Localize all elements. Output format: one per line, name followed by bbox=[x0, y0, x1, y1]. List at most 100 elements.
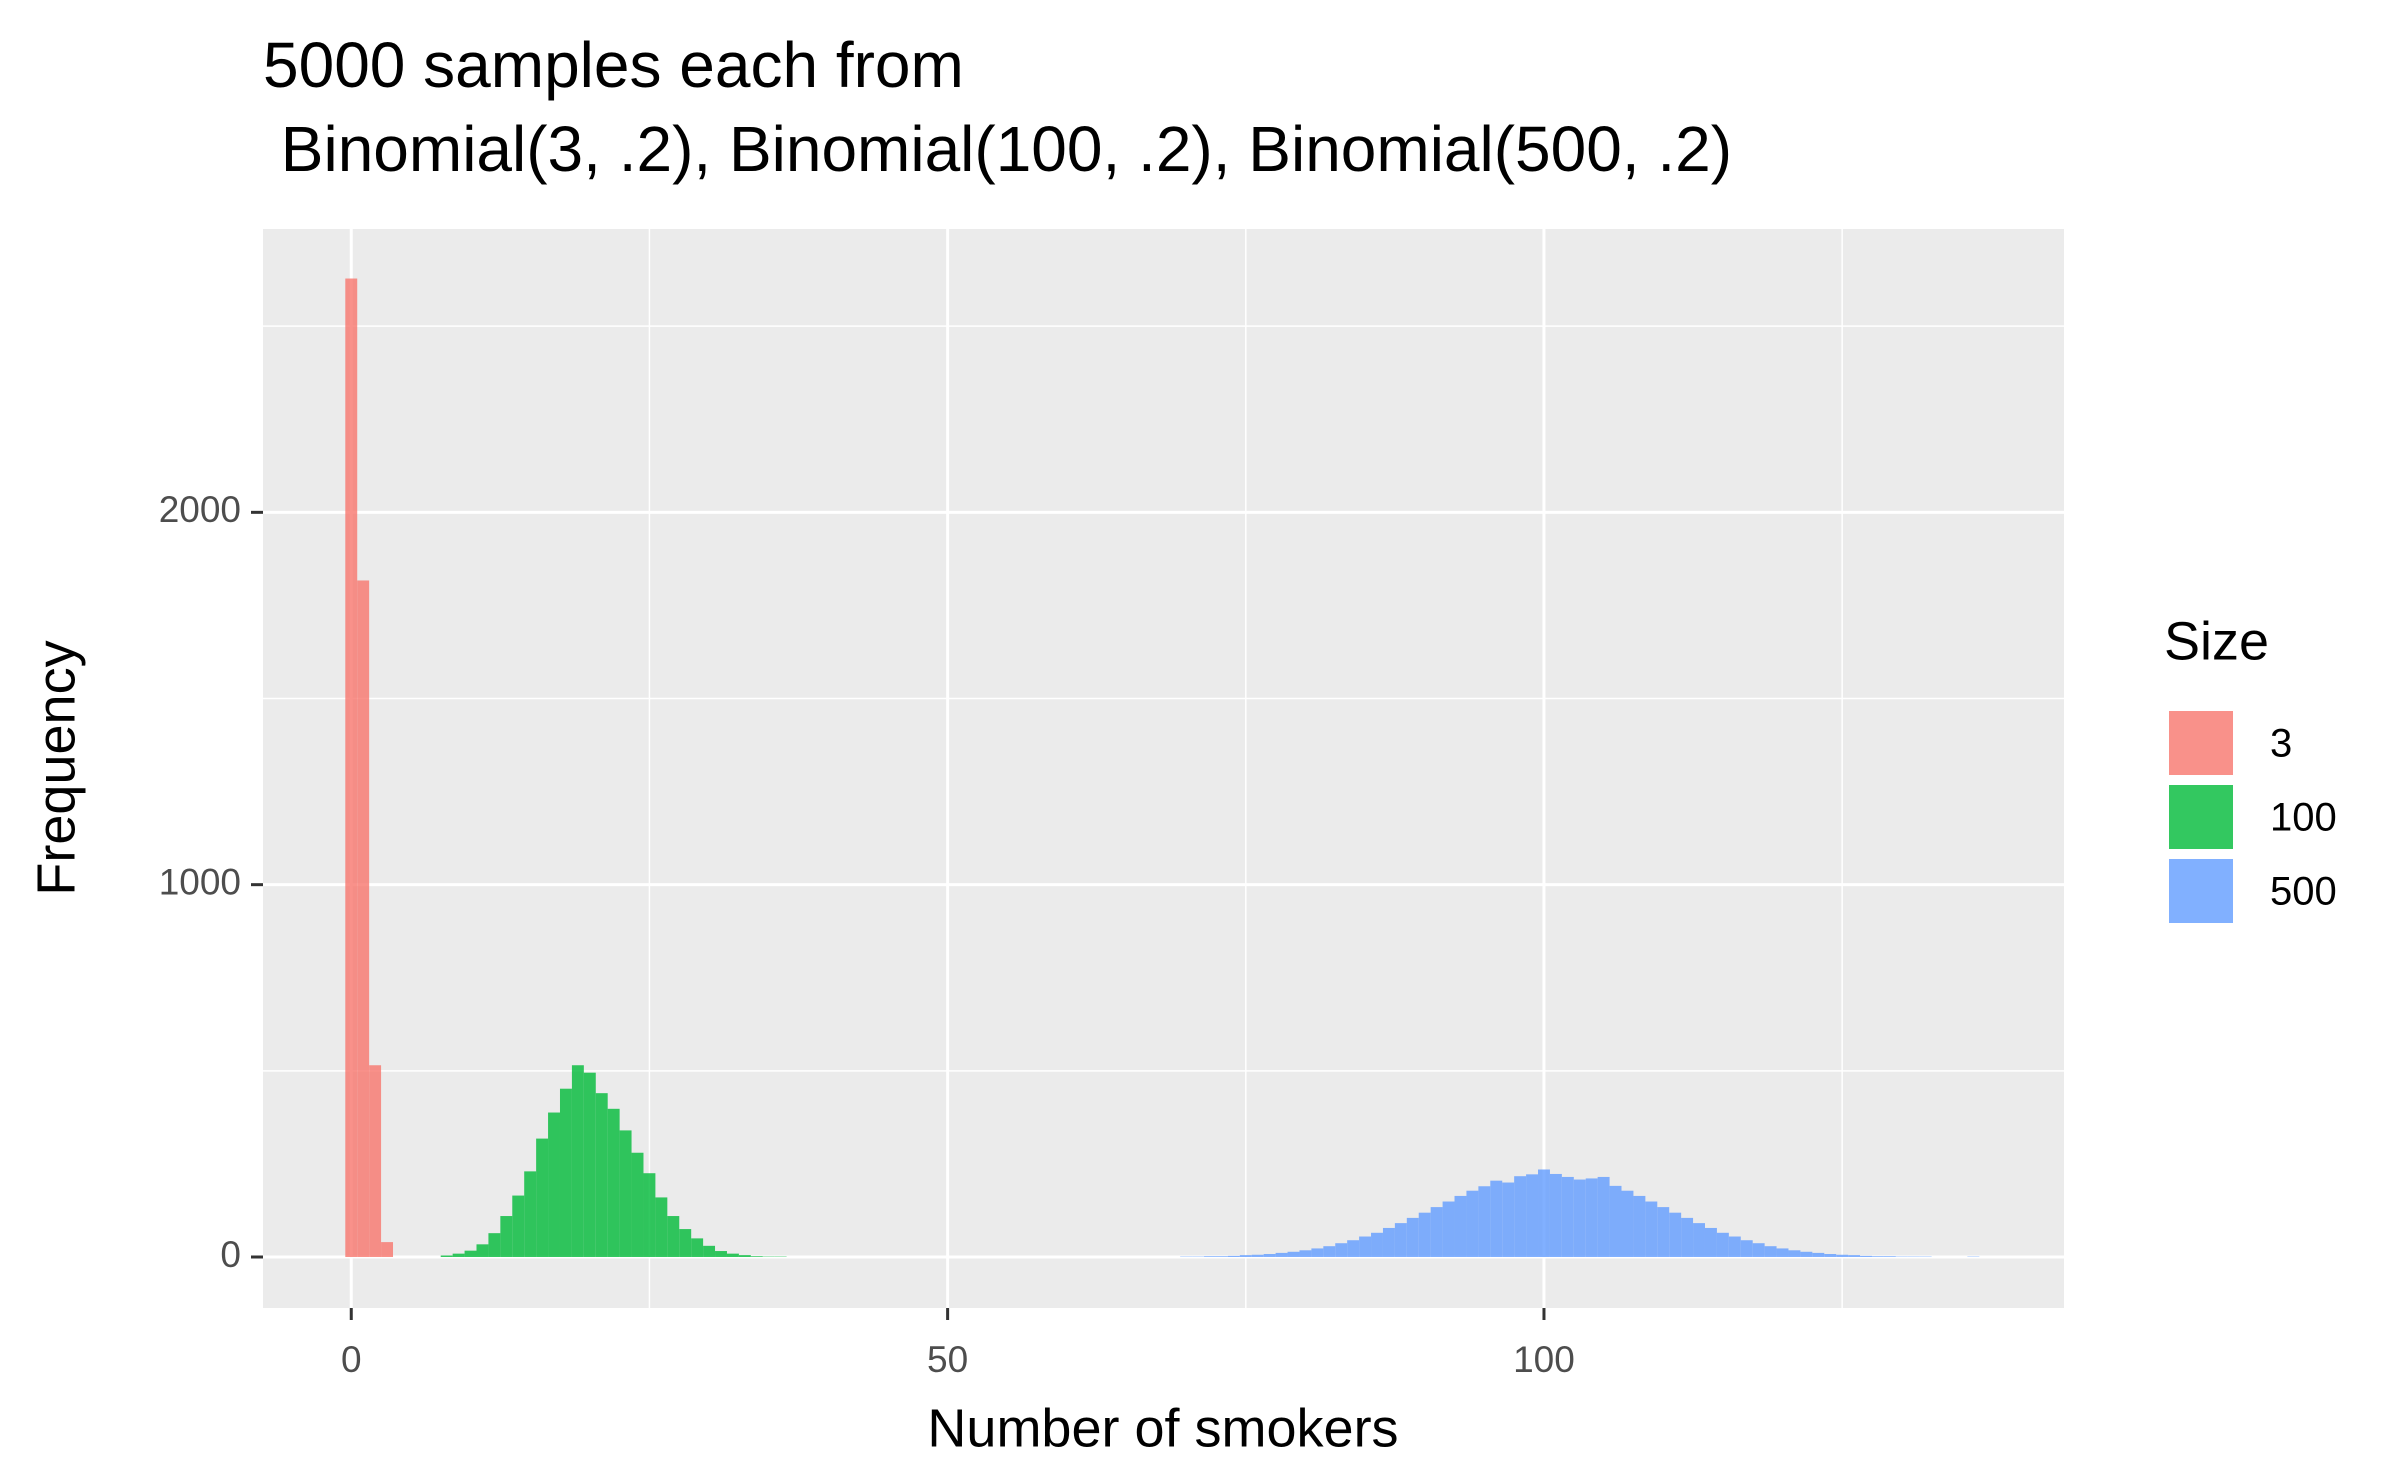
bar bbox=[512, 1195, 525, 1257]
bar bbox=[750, 1256, 763, 1257]
bar bbox=[1549, 1173, 1562, 1257]
bar bbox=[595, 1093, 608, 1257]
bar bbox=[1824, 1254, 1837, 1257]
bar bbox=[1394, 1223, 1407, 1257]
legend-title: Size bbox=[2164, 611, 2269, 671]
bar bbox=[1728, 1236, 1741, 1257]
bar bbox=[667, 1216, 680, 1257]
bar bbox=[1466, 1190, 1479, 1257]
bar bbox=[691, 1238, 704, 1257]
bar bbox=[1704, 1227, 1717, 1257]
bar bbox=[715, 1251, 727, 1257]
bar bbox=[1454, 1195, 1467, 1257]
chart-title: 5000 samples each from Binomial(3, .2), … bbox=[263, 29, 1732, 185]
bar bbox=[1526, 1174, 1539, 1257]
bar bbox=[345, 278, 358, 1257]
bar bbox=[1621, 1190, 1634, 1257]
bar bbox=[1275, 1252, 1288, 1257]
bar bbox=[619, 1130, 632, 1257]
bar bbox=[440, 1255, 453, 1257]
bar bbox=[381, 1242, 394, 1257]
bar bbox=[1239, 1255, 1252, 1257]
x-axis-title: Number of smokers bbox=[927, 1398, 1398, 1458]
bar bbox=[1502, 1182, 1515, 1257]
bar bbox=[1716, 1232, 1729, 1257]
bar bbox=[583, 1072, 596, 1257]
bar bbox=[536, 1138, 549, 1257]
bar bbox=[1263, 1254, 1276, 1257]
bar bbox=[1871, 1256, 1884, 1257]
bar bbox=[1860, 1255, 1872, 1257]
bar bbox=[1323, 1246, 1336, 1257]
bar bbox=[1406, 1217, 1419, 1257]
bar bbox=[357, 580, 370, 1257]
bar bbox=[1788, 1250, 1801, 1257]
bar bbox=[1371, 1232, 1383, 1257]
bar bbox=[631, 1152, 644, 1257]
x-tick-label: 100 bbox=[1513, 1339, 1575, 1380]
bar bbox=[703, 1245, 716, 1257]
bar bbox=[571, 1065, 584, 1257]
bar bbox=[1204, 1256, 1216, 1257]
bar bbox=[1800, 1251, 1813, 1257]
bar bbox=[738, 1255, 751, 1257]
bar bbox=[1609, 1185, 1622, 1257]
bar bbox=[464, 1250, 477, 1257]
bar bbox=[1693, 1223, 1705, 1257]
bar bbox=[1585, 1178, 1598, 1257]
bar bbox=[1752, 1243, 1765, 1257]
y-tick-label: 2000 bbox=[159, 489, 241, 530]
y-axis-title: Frequency bbox=[26, 640, 86, 895]
bar bbox=[1848, 1255, 1861, 1257]
bar bbox=[1681, 1217, 1694, 1257]
bar bbox=[1836, 1254, 1849, 1257]
bar bbox=[1287, 1251, 1300, 1257]
y-tick-label: 0 bbox=[220, 1234, 241, 1275]
bar bbox=[643, 1173, 656, 1257]
bar bbox=[1740, 1240, 1753, 1257]
bar bbox=[1478, 1186, 1491, 1257]
bar bbox=[1382, 1227, 1395, 1257]
bar bbox=[500, 1216, 513, 1257]
bar bbox=[1597, 1176, 1610, 1257]
bar bbox=[726, 1253, 739, 1257]
bar bbox=[1335, 1243, 1348, 1257]
bar bbox=[1657, 1207, 1670, 1257]
bar bbox=[1418, 1212, 1431, 1257]
bar bbox=[476, 1244, 489, 1257]
bar bbox=[1764, 1246, 1777, 1257]
bar bbox=[1645, 1201, 1658, 1257]
bar bbox=[1669, 1212, 1682, 1257]
bar bbox=[1776, 1248, 1789, 1257]
bar bbox=[548, 1112, 560, 1257]
bar bbox=[1215, 1256, 1228, 1257]
legend-label: 3 bbox=[2270, 722, 2292, 766]
bar bbox=[1299, 1250, 1312, 1257]
legend-key bbox=[2167, 709, 2235, 777]
y-tick-label: 1000 bbox=[159, 861, 241, 902]
bar bbox=[1490, 1180, 1503, 1257]
bar bbox=[1430, 1207, 1443, 1257]
x-tick-label: 50 bbox=[927, 1339, 968, 1380]
bar bbox=[1538, 1169, 1550, 1257]
bar bbox=[679, 1229, 692, 1257]
bar bbox=[1251, 1254, 1264, 1257]
bar bbox=[1883, 1256, 1896, 1257]
x-tick-label: 0 bbox=[341, 1339, 362, 1380]
legend-label: 500 bbox=[2270, 870, 2337, 914]
panel bbox=[263, 229, 2064, 1308]
legend-label: 100 bbox=[2270, 796, 2337, 840]
bar bbox=[452, 1253, 465, 1257]
bar bbox=[607, 1108, 620, 1257]
bar bbox=[1812, 1252, 1825, 1257]
legend-key bbox=[2167, 783, 2235, 851]
bar bbox=[1311, 1248, 1324, 1257]
bar bbox=[1573, 1179, 1586, 1257]
bar bbox=[1442, 1201, 1455, 1257]
bar bbox=[524, 1171, 537, 1257]
bar bbox=[1227, 1255, 1240, 1257]
bar bbox=[1633, 1195, 1646, 1257]
bar bbox=[1561, 1176, 1574, 1257]
bar bbox=[1347, 1240, 1360, 1257]
